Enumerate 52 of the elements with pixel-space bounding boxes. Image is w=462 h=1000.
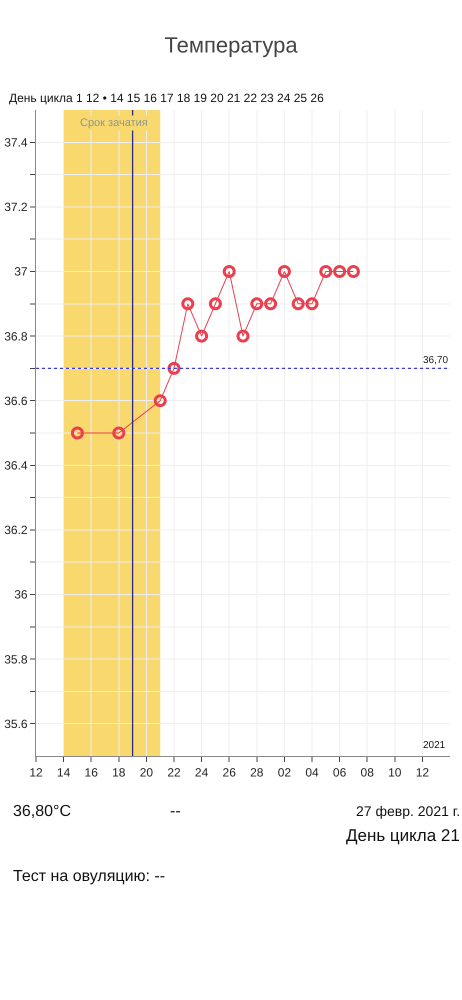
ref-line-label: 36,70	[423, 355, 448, 366]
text: День цикла 1 12 • 14 15 16 17 18 19 20 21 22 23 24 25 26	[9, 91, 324, 105]
point	[292, 297, 305, 310]
text: Тест на овуляцию: --	[13, 868, 166, 885]
point	[346, 265, 360, 278]
y-tick-label: 36.4	[4, 458, 28, 472]
x-tick-label: 08	[360, 765, 374, 780]
x-tick-label: 14	[56, 765, 71, 780]
x-tick-label: 12	[416, 765, 430, 780]
chart-title: Температура	[164, 32, 298, 58]
point	[250, 297, 264, 310]
point	[208, 297, 222, 310]
y-tick-label: 35.6	[4, 716, 28, 731]
x-tick-label: 24	[194, 765, 209, 780]
text: 27 февр. 2021 г.	[356, 803, 460, 819]
x-tick-label: 02	[278, 765, 292, 780]
band-label: Срок зачатия	[80, 117, 148, 129]
x-tick-label: 12	[29, 765, 43, 780]
text: --	[170, 803, 181, 820]
point	[306, 297, 318, 310]
point	[264, 297, 278, 310]
point	[168, 362, 180, 375]
point	[70, 426, 84, 440]
x-tick-label: 26	[222, 765, 236, 780]
y-tick-label: 36	[14, 588, 28, 602]
y-tick-label: 36.6	[4, 394, 28, 408]
point	[181, 297, 194, 310]
x-tick-label: 10	[388, 765, 402, 780]
x-tick-label: 04	[305, 765, 319, 780]
point	[319, 265, 332, 278]
point	[236, 330, 250, 343]
point	[333, 265, 346, 278]
x-tick-label: 28	[250, 765, 264, 780]
x-tick-label: 20	[140, 765, 154, 780]
y-tick-label: 35.8	[4, 652, 28, 666]
point	[112, 426, 126, 440]
x-tick-label: 06	[332, 765, 347, 780]
point	[195, 330, 208, 343]
point	[278, 265, 291, 278]
text: День цикла 21	[346, 826, 460, 845]
text: 36,80°C	[13, 803, 71, 820]
y-tick-label: 36.2	[4, 523, 28, 538]
x-tick-label: 22	[167, 765, 181, 780]
y-tick-label: 36.8	[4, 329, 28, 344]
y-tick-label: 37.2	[4, 200, 28, 214]
x-tick-label: 16	[84, 765, 98, 780]
point	[154, 394, 167, 408]
y-tick-label: 37	[14, 264, 28, 279]
y-tick-label: 37.4	[4, 136, 28, 150]
x-tick-label: 18	[112, 765, 126, 780]
annotation: 2021	[423, 740, 446, 751]
point	[222, 265, 236, 278]
